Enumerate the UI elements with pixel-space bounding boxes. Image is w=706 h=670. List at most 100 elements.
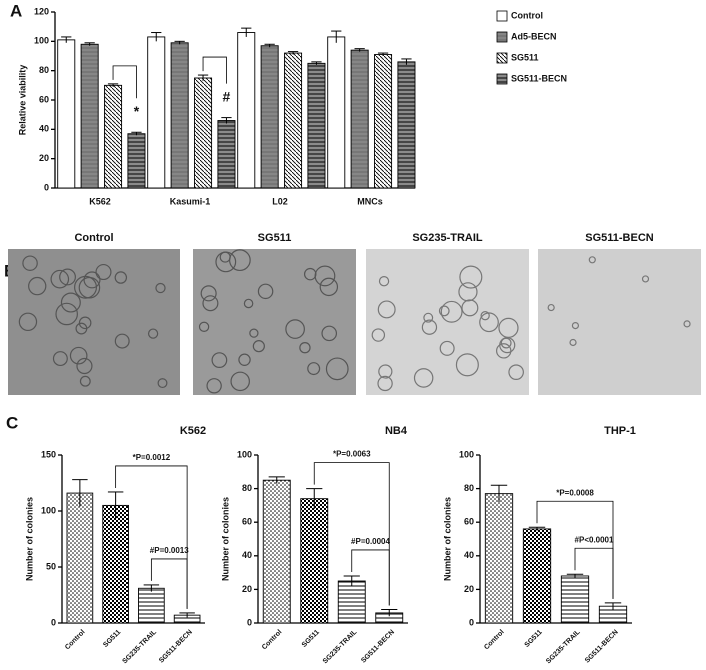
bar <box>260 45 279 189</box>
cell-cluster <box>321 325 338 342</box>
y-tick-label: 60 <box>464 517 474 527</box>
micrograph <box>193 249 356 395</box>
cell-cluster <box>55 302 78 326</box>
y-tick-label: 0 <box>469 617 474 627</box>
micrograph <box>366 249 529 395</box>
cell-cluster <box>59 268 76 286</box>
cell-cluster <box>588 256 596 264</box>
cell-cluster <box>480 311 490 321</box>
cell-cluster <box>211 352 228 369</box>
y-tick-label: 40 <box>464 550 474 560</box>
x-tick-label: L02 <box>272 196 288 206</box>
chart-title: THP-1 <box>604 425 636 437</box>
bar <box>194 77 213 189</box>
error-bar <box>343 575 360 587</box>
cell-cluster <box>114 271 128 284</box>
y-tick-label: 100 <box>459 449 474 459</box>
error-bar <box>354 48 365 52</box>
bar <box>284 52 303 189</box>
error-bar <box>331 30 342 43</box>
y-axis-label: Number of colonies <box>220 497 230 581</box>
bracket <box>112 65 137 99</box>
cell-cluster <box>377 375 393 392</box>
error-bar <box>107 83 119 87</box>
error-bar <box>264 43 275 48</box>
cell-cluster <box>683 320 691 328</box>
bar <box>127 133 146 189</box>
x-tick-label: SG235-TRAIL <box>545 628 582 665</box>
bar <box>337 580 366 624</box>
error-bar <box>84 42 95 46</box>
cell-cluster <box>230 371 250 392</box>
bar <box>237 32 256 189</box>
cell-cluster <box>50 269 70 289</box>
cell-cluster <box>421 319 438 335</box>
cell-cluster <box>377 300 396 319</box>
y-tick-label: 20 <box>242 584 252 594</box>
y-tick-label: 20 <box>464 584 474 594</box>
cell-cluster <box>496 343 512 359</box>
error-bar <box>287 51 299 55</box>
x-tick-label: SG511-BECN <box>158 629 194 665</box>
cell-cluster <box>378 364 393 379</box>
cell-cluster <box>285 319 305 339</box>
cell-cluster <box>257 283 274 300</box>
y-tick-label: 100 <box>41 505 56 515</box>
cell-cluster <box>314 265 336 287</box>
bracket <box>202 56 227 84</box>
cell-cluster <box>249 328 259 338</box>
bar <box>138 587 165 624</box>
cell-cluster <box>78 276 101 299</box>
error-bar <box>61 36 72 43</box>
error-bar <box>241 27 252 37</box>
error-bar <box>174 40 185 45</box>
bar <box>522 528 552 624</box>
x-tick-label: Control <box>64 629 87 652</box>
y-tick-label: 150 <box>41 449 56 459</box>
bar <box>102 504 129 624</box>
error-bar <box>311 61 322 65</box>
cell-cluster <box>455 353 479 377</box>
cell-cluster <box>155 282 166 294</box>
cell-cluster <box>440 300 463 323</box>
cell-cluster <box>79 375 91 387</box>
y-tick-label: 120 <box>34 6 49 16</box>
bar <box>170 42 189 189</box>
bar <box>217 120 236 189</box>
bar <box>350 49 369 189</box>
error-bar <box>268 476 285 484</box>
annotation: *P=0.0008 <box>556 488 594 497</box>
error-bar <box>566 573 584 578</box>
bar <box>57 39 76 189</box>
error-bar <box>377 52 389 56</box>
annotation: # <box>223 88 231 104</box>
legend-label: Ad5-BECN <box>511 31 557 41</box>
cell-cluster <box>22 255 38 271</box>
cell-cluster <box>307 362 321 376</box>
y-tick-label: 80 <box>464 483 474 493</box>
x-tick-label: SG511-BECN <box>584 629 620 665</box>
bar <box>327 36 346 189</box>
legend-label: SG511 <box>511 52 539 62</box>
annotation: * <box>134 103 140 119</box>
cell-cluster <box>325 357 349 381</box>
error-bar <box>143 584 160 592</box>
cell-cluster <box>18 312 38 332</box>
image-label: Control <box>74 232 113 244</box>
bar <box>560 575 590 624</box>
bracket <box>351 549 390 606</box>
cell-cluster <box>413 368 434 388</box>
x-tick-label: SG511 <box>301 629 321 649</box>
annotation: *P=0.0012 <box>133 453 171 462</box>
cell-cluster <box>83 271 101 289</box>
error-bar <box>197 74 209 81</box>
cell-cluster <box>319 277 339 297</box>
cell-cluster <box>371 328 386 342</box>
y-tick-label: 80 <box>242 483 252 493</box>
y-tick-label: 80 <box>39 65 49 75</box>
annotation: #P=0.0004 <box>351 537 390 546</box>
y-tick-label: 60 <box>242 517 252 527</box>
x-tick-label: SG511 <box>524 629 544 649</box>
cell-cluster <box>439 340 455 356</box>
image-label: SG235-TRAIL <box>412 232 483 244</box>
